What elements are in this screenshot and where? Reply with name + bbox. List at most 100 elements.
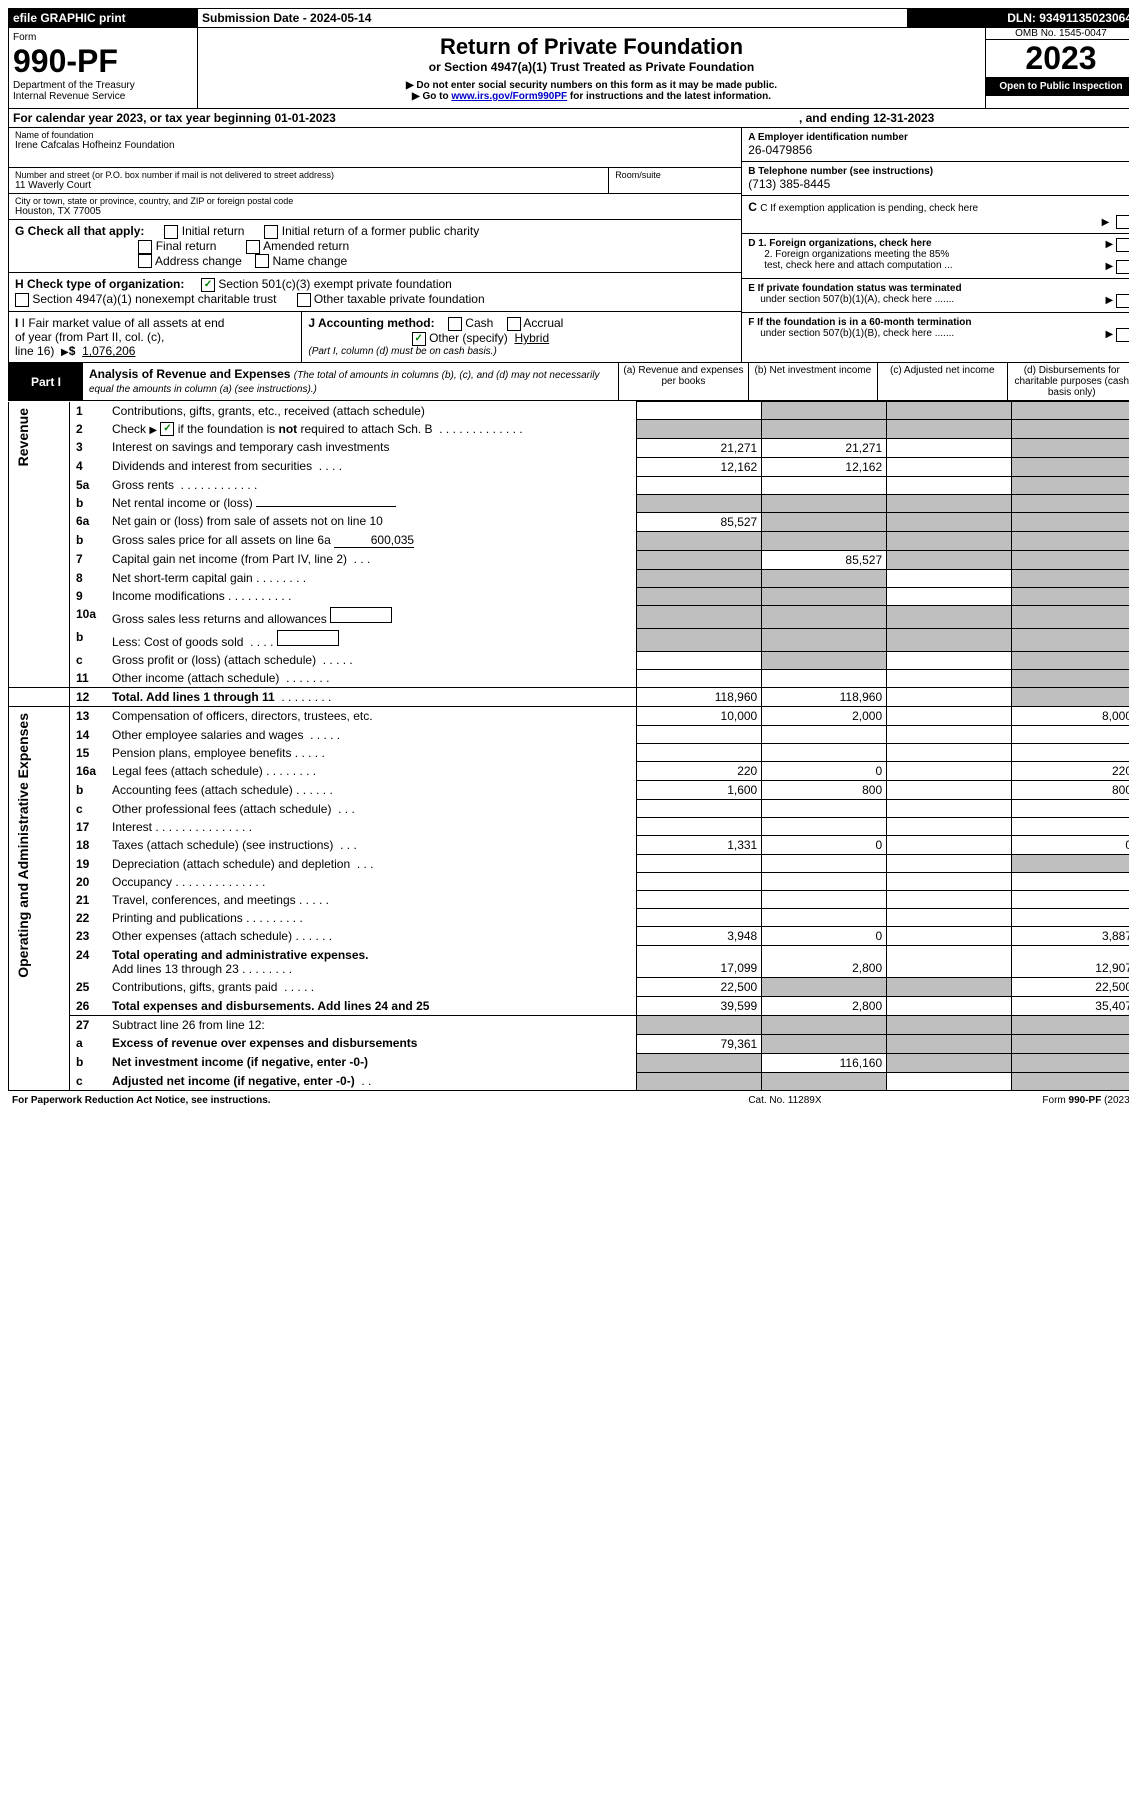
cell-d: 8,000 — [1012, 707, 1129, 726]
cell-d: 3,887 — [1012, 927, 1129, 946]
row-num: 27 — [70, 1016, 109, 1035]
checkbox-501c3[interactable] — [201, 278, 215, 292]
revenue-sidebar: Revenue — [13, 404, 33, 470]
room-label: Room/suite — [615, 170, 735, 180]
checkbox-initial-return[interactable] — [164, 225, 178, 239]
row-text: Gross sales less returns and allowances — [112, 612, 327, 626]
col-d-header: (d) Disbursements for charitable purpose… — [1007, 363, 1129, 401]
cell-d: 22,500 — [1012, 978, 1129, 997]
opt-other-taxable: Other taxable private foundation — [314, 292, 485, 306]
row-text: Other professional fees (attach schedule… — [112, 802, 331, 816]
box-d1: D 1. Foreign organizations, check here — [748, 238, 931, 249]
row-num: 25 — [70, 978, 109, 997]
box-h-label: H Check type of organization: — [15, 277, 184, 291]
note-ssn: Do not enter social security numbers on … — [416, 80, 777, 91]
cell-b: 21,271 — [762, 438, 887, 457]
box-e1: E If private foundation status was termi… — [748, 283, 961, 294]
cell-b: 2,800 — [762, 997, 887, 1016]
submission-date: Submission Date - 2024-05-14 — [198, 9, 908, 28]
irs-link[interactable]: www.irs.gov/Form990PF — [451, 91, 567, 102]
top-bar: efile GRAPHIC print Submission Date - 20… — [8, 8, 1129, 28]
checkbox-final-return[interactable] — [138, 240, 152, 254]
row-text: Travel, conferences, and meetings — [112, 893, 296, 907]
row-text: Other expenses (attach schedule) — [112, 929, 292, 943]
expenses-sidebar: Operating and Administrative Expenses — [13, 709, 33, 982]
box-a-label: A Employer identification number — [748, 132, 1129, 143]
cell-d: 0 — [1012, 836, 1129, 855]
checkbox-name-change[interactable] — [255, 254, 269, 268]
cell-a: 12,162 — [637, 457, 762, 476]
checkbox-d2[interactable] — [1116, 260, 1129, 274]
checkbox-address-change[interactable] — [138, 254, 152, 268]
calendar-year-begin: For calendar year 2023, or tax year begi… — [9, 109, 795, 128]
row-text: Accounting fees (attach schedule) — [112, 783, 293, 797]
checkbox-f[interactable] — [1116, 328, 1129, 342]
row-num: 3 — [70, 438, 109, 457]
checkbox-cash[interactable] — [448, 317, 462, 331]
r2-post: required to attach Sch. B — [300, 422, 432, 436]
cell-a: 22,500 — [637, 978, 762, 997]
inline-value: 600,035 — [334, 533, 414, 548]
footer-left: For Paperwork Reduction Act Notice, see … — [8, 1093, 682, 1108]
row-text: Net investment income (if negative, ente… — [112, 1055, 368, 1069]
other-method-value: Hybrid — [514, 331, 549, 345]
opt-cash: Cash — [465, 316, 493, 330]
col-b-header: (b) Net investment income — [748, 363, 877, 401]
entity-block: Name of foundation Irene Cafcalas Hofhei… — [8, 128, 1129, 362]
row-num: 18 — [70, 836, 109, 855]
row-text: Subtract line 26 from line 12: — [108, 1016, 637, 1035]
row-num: a — [70, 1034, 109, 1053]
cell-a: 17,099 — [637, 946, 762, 978]
checkbox-d1[interactable] — [1116, 238, 1129, 252]
box-c-label: C If exemption application is pending, c… — [760, 203, 978, 214]
row-text: Occupancy — [112, 875, 172, 889]
cell-a: 21,271 — [637, 438, 762, 457]
row-num: 12 — [70, 688, 109, 707]
row-num: b — [70, 1053, 109, 1072]
row-num: b — [70, 531, 109, 550]
row-num: 8 — [70, 569, 109, 587]
row-num: 11 — [70, 669, 109, 688]
box-f1: F If the foundation is in a 60-month ter… — [748, 317, 971, 328]
row-num: c — [70, 1072, 109, 1091]
row-text: Less: Cost of goods sold — [112, 635, 243, 649]
r2-mid: if the foundation is — [178, 422, 279, 436]
box-i-l3: line 16) — [15, 344, 54, 358]
form-title: Return of Private Foundation — [204, 34, 979, 60]
form-label: Form — [13, 32, 193, 43]
row-text: Pension plans, employee benefits — [112, 746, 291, 760]
box-j-label: J Accounting method: — [308, 316, 434, 330]
checkbox-e[interactable] — [1116, 294, 1129, 308]
omb-label: OMB No. 1545-0047 — [986, 28, 1129, 40]
row-num: 26 — [70, 997, 109, 1016]
checkbox-amended-return[interactable] — [246, 240, 260, 254]
checkbox-initial-former[interactable] — [264, 225, 278, 239]
row-text: Gross sales price for all assets on line… — [112, 533, 331, 547]
col-a-header: (a) Revenue and expenses per books — [619, 363, 748, 401]
row-text: Gross profit or (loss) (attach schedule) — [112, 653, 316, 667]
box-f2: under section 507(b)(1)(B), check here .… — [748, 328, 954, 339]
cell-b: 116,160 — [762, 1053, 887, 1072]
row-text: Total operating and administrative expen… — [112, 948, 369, 962]
row-text: Gross rents — [112, 478, 174, 492]
checkbox-other-taxable[interactable] — [297, 293, 311, 307]
row-num: b — [70, 781, 109, 800]
row-text: Capital gain net income (from Part IV, l… — [112, 552, 347, 566]
checkbox-other-method[interactable] — [412, 332, 426, 346]
cell-a: 79,361 — [637, 1034, 762, 1053]
row-num: 2 — [70, 420, 109, 439]
checkbox-sch-b[interactable] — [160, 422, 174, 436]
irs-label: Internal Revenue Service — [13, 91, 193, 102]
cell-a: 85,527 — [637, 512, 762, 531]
tax-year: 2023 — [986, 40, 1129, 77]
checkbox-c[interactable] — [1116, 215, 1129, 229]
form-header: Form 990-PF Department of the Treasury I… — [8, 28, 1129, 109]
cell-d: 800 — [1012, 781, 1129, 800]
row-num: 9 — [70, 587, 109, 605]
box-d2b: test, check here and attach computation … — [764, 260, 952, 271]
row-text: Interest on savings and temporary cash i… — [108, 438, 637, 457]
part1-table: Revenue 1 Contributions, gifts, grants, … — [8, 401, 1129, 1091]
opt-name: Name change — [272, 254, 347, 268]
checkbox-accrual[interactable] — [507, 317, 521, 331]
checkbox-4947a1[interactable] — [15, 293, 29, 307]
